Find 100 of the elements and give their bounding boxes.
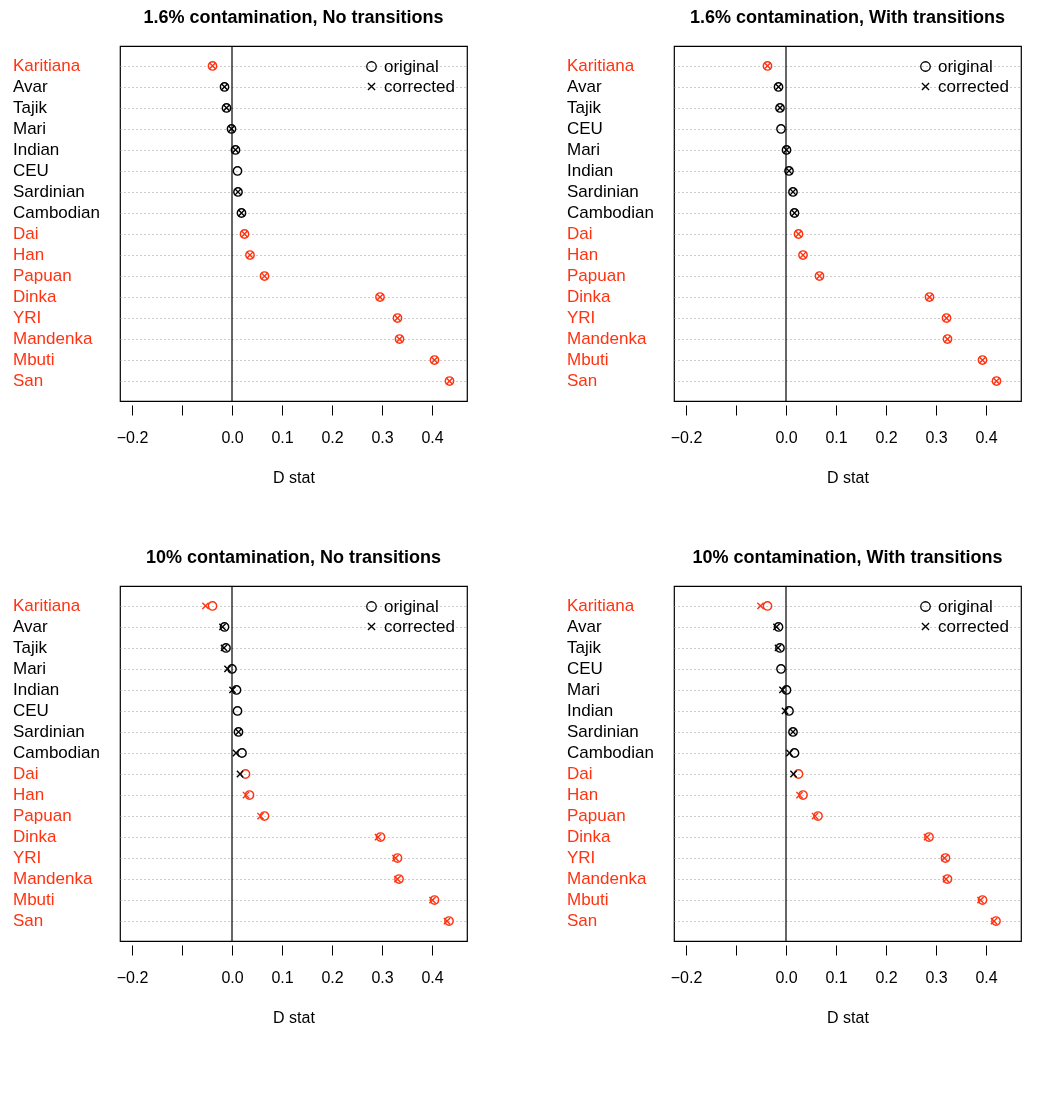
y-tick-label: YRI xyxy=(13,308,42,328)
x-tick-label: 0.4 xyxy=(421,428,444,446)
y-tick-label: Dinka xyxy=(13,827,58,847)
x-tick-label: 0.0 xyxy=(221,968,244,986)
y-tick-label: Cambodian xyxy=(567,743,654,762)
y-tick-label: Tajik xyxy=(567,97,602,117)
y-tick-label: Mbuti xyxy=(13,890,55,910)
y-tick-label: Dai xyxy=(567,764,593,783)
legend-label: original xyxy=(384,56,439,76)
x-tick-label: 0.4 xyxy=(421,968,444,986)
x-tick-label: 0.1 xyxy=(825,968,848,986)
x-tick-label: 0.1 xyxy=(271,968,294,986)
y-tick-label: Mbuti xyxy=(13,350,55,370)
y-tick-label: San xyxy=(13,371,44,391)
y-tick-label: Karitiana xyxy=(13,595,81,615)
x-tick-label: 0.3 xyxy=(925,428,948,446)
y-tick-label: CEU xyxy=(13,700,49,720)
x-tick-label: −0.2 xyxy=(670,968,703,986)
y-tick-label: Mandenka xyxy=(567,869,647,889)
y-tick-label: San xyxy=(567,371,598,391)
legend-label: original xyxy=(938,56,993,76)
x-axis-title: D stat xyxy=(273,1008,316,1026)
chart-title: 10% contamination, With transitions xyxy=(692,547,1003,568)
x-axis-title: D stat xyxy=(273,468,316,486)
x-tick-label: 0.3 xyxy=(371,428,394,446)
y-tick-label: Mari xyxy=(567,679,601,699)
y-tick-label: Han xyxy=(13,245,45,265)
y-tick-label: Karitiana xyxy=(567,55,635,75)
y-tick-label: Tajik xyxy=(13,97,48,117)
y-tick-label: CEU xyxy=(13,160,49,180)
y-tick-label: Papuan xyxy=(13,266,72,286)
x-tick-label: 0.0 xyxy=(221,428,244,446)
y-tick-label: CEU xyxy=(567,658,603,678)
y-tick-label: Cambodian xyxy=(13,203,100,222)
y-tick-label: Mbuti xyxy=(567,890,609,910)
y-tick-label: YRI xyxy=(567,848,596,868)
y-tick-label: Han xyxy=(567,245,599,265)
chart-title: 10% contamination, No transitions xyxy=(145,547,442,568)
x-tick-label: 0.1 xyxy=(271,428,294,446)
y-tick-label: Avar xyxy=(13,616,48,636)
x-tick-label: −0.2 xyxy=(116,428,149,446)
y-tick-label: YRI xyxy=(13,848,42,868)
y-tick-label: Dai xyxy=(13,764,39,783)
y-tick-label: Mandenka xyxy=(567,329,647,349)
x-tick-label: 0.0 xyxy=(775,428,798,446)
y-tick-label: Tajik xyxy=(567,637,602,657)
y-tick-label: Mandenka xyxy=(13,329,93,349)
x-tick-label: 0.3 xyxy=(925,968,948,986)
y-tick-label: Dinka xyxy=(567,287,612,307)
y-tick-label: Papuan xyxy=(567,266,626,286)
y-tick-label: Indian xyxy=(567,160,614,180)
y-tick-label: San xyxy=(567,911,598,931)
legend-label: corrected xyxy=(938,616,1009,636)
x-tick-label: 0.2 xyxy=(321,968,344,986)
chart-title: 1.6% contamination, No transitions xyxy=(143,7,444,28)
x-tick-label: 0.4 xyxy=(975,428,998,446)
y-tick-label: Indian xyxy=(13,139,60,159)
y-tick-label: Dinka xyxy=(13,287,58,307)
y-tick-label: Mari xyxy=(13,658,47,678)
y-tick-label: Cambodian xyxy=(13,743,100,762)
y-tick-label: Karitiana xyxy=(567,595,635,615)
x-tick-label: 0.3 xyxy=(371,968,394,986)
y-tick-label: Cambodian xyxy=(567,203,654,222)
chart-title: 1.6% contamination, With transitions xyxy=(690,7,1005,28)
legend-label: corrected xyxy=(938,76,1009,96)
legend-label: corrected xyxy=(384,616,455,636)
y-tick-label: San xyxy=(13,911,44,931)
y-tick-label: Dinka xyxy=(567,827,612,847)
x-tick-label: 0.1 xyxy=(825,428,848,446)
x-tick-label: 0.4 xyxy=(975,968,998,986)
y-tick-label: Sardinian xyxy=(567,721,639,741)
y-tick-label: Indian xyxy=(13,679,60,699)
y-tick-label: Dai xyxy=(567,224,593,243)
y-tick-label: Mandenka xyxy=(13,869,93,889)
legend-label: original xyxy=(938,596,993,616)
y-tick-label: Tajik xyxy=(13,637,48,657)
x-tick-label: 0.0 xyxy=(775,968,798,986)
y-tick-label: Karitiana xyxy=(13,55,81,75)
y-tick-label: Papuan xyxy=(13,806,72,826)
legend-label: original xyxy=(384,596,439,616)
y-tick-label: Sardinian xyxy=(567,181,639,201)
y-tick-label: Indian xyxy=(567,700,614,720)
y-tick-label: Avar xyxy=(567,616,602,636)
y-tick-label: CEU xyxy=(567,118,603,138)
y-tick-label: Mbuti xyxy=(567,350,609,370)
y-tick-label: Avar xyxy=(567,76,602,96)
x-tick-label: 0.2 xyxy=(321,428,344,446)
y-tick-label: Mari xyxy=(567,139,601,159)
y-tick-label: Han xyxy=(13,785,45,805)
x-tick-label: −0.2 xyxy=(670,428,703,446)
y-tick-label: Mari xyxy=(13,118,47,138)
y-tick-label: Papuan xyxy=(567,806,626,826)
y-tick-label: Sardinian xyxy=(13,721,85,741)
x-tick-label: 0.2 xyxy=(875,968,898,986)
y-tick-label: YRI xyxy=(567,308,596,328)
legend-label: corrected xyxy=(384,76,455,96)
y-tick-label: Han xyxy=(567,785,599,805)
y-tick-label: Sardinian xyxy=(13,181,85,201)
x-tick-label: 0.2 xyxy=(875,428,898,446)
x-axis-title: D stat xyxy=(827,468,870,486)
